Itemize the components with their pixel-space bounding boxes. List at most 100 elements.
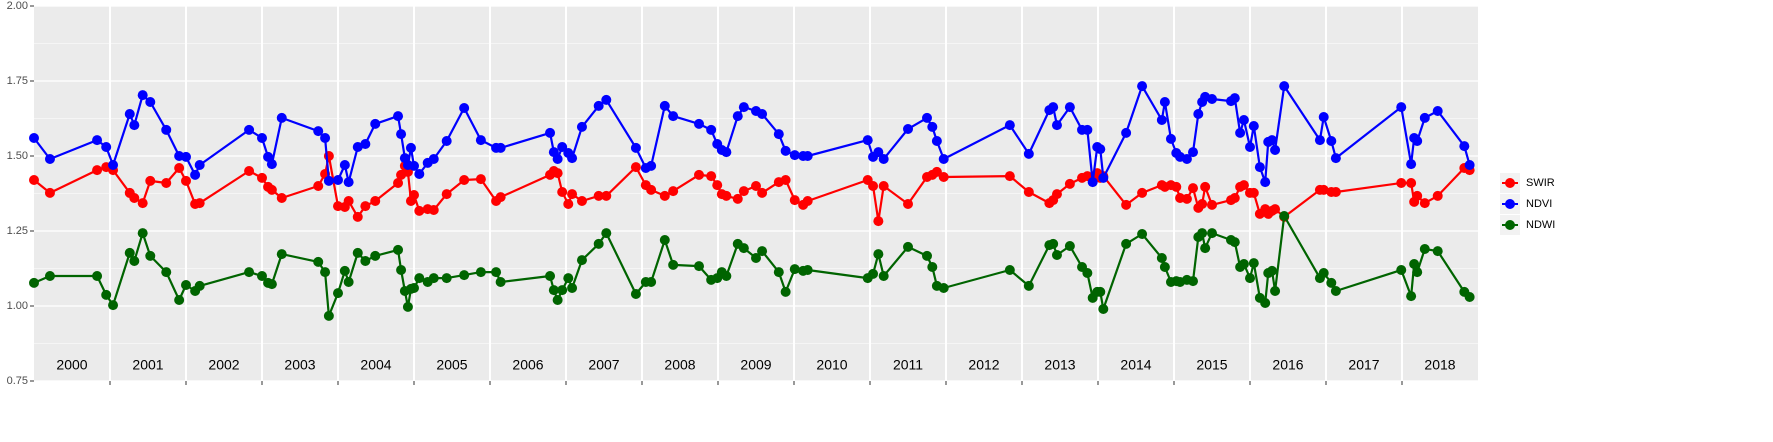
data-point	[1051, 189, 1062, 200]
data-point	[1432, 190, 1443, 201]
data-point	[409, 283, 419, 293]
data-point	[593, 238, 604, 249]
data-point	[428, 205, 439, 215]
data-point	[1188, 147, 1198, 158]
data-point	[1051, 120, 1062, 131]
data-point	[1207, 228, 1217, 239]
data-point	[393, 178, 404, 188]
data-point	[927, 121, 938, 132]
legend-key-point	[1505, 178, 1515, 188]
data-point	[903, 199, 913, 209]
data-point	[108, 300, 119, 311]
data-point	[868, 268, 879, 279]
data-point	[352, 211, 363, 222]
data-point	[545, 127, 556, 138]
data-point	[92, 165, 103, 176]
data-point	[1267, 135, 1278, 146]
data-point	[495, 277, 506, 287]
data-point	[694, 169, 704, 180]
data-point	[1270, 204, 1281, 215]
data-point	[276, 112, 287, 123]
data-point	[732, 111, 743, 122]
data-point	[1260, 177, 1271, 188]
data-point	[409, 190, 419, 200]
data-point	[802, 196, 813, 206]
x-tick-label: 2005	[436, 357, 467, 373]
data-point	[1121, 199, 1132, 210]
data-point	[276, 249, 287, 260]
data-point	[931, 136, 942, 146]
legend-label: NDWI	[1526, 219, 1555, 231]
data-point	[1171, 181, 1182, 192]
data-point	[339, 265, 350, 276]
data-point	[414, 205, 425, 216]
data-point	[757, 187, 768, 198]
data-point	[29, 133, 39, 143]
x-tick-label: 2003	[284, 357, 315, 373]
data-point	[802, 265, 813, 275]
data-point	[552, 168, 563, 179]
legend-key-point	[1505, 220, 1515, 230]
data-point	[343, 177, 354, 188]
data-point	[567, 189, 578, 200]
data-point	[1248, 121, 1259, 131]
x-tick-label: 2011	[893, 357, 923, 373]
data-point	[1248, 187, 1259, 198]
data-point	[545, 271, 556, 281]
data-point	[659, 100, 670, 111]
data-point	[1121, 238, 1132, 249]
data-point	[789, 195, 800, 206]
y-tick-label: 0.75	[7, 375, 28, 387]
data-point	[1064, 241, 1075, 251]
data-point	[1270, 145, 1281, 155]
data-point	[738, 102, 749, 113]
data-point	[1396, 265, 1407, 275]
data-point	[352, 142, 363, 152]
y-tick-label: 1.00	[7, 300, 28, 312]
data-point	[668, 111, 679, 122]
data-point	[101, 142, 112, 152]
data-point	[320, 133, 331, 143]
data-point	[630, 142, 641, 153]
data-point	[563, 199, 574, 209]
data-point	[1330, 286, 1341, 296]
x-tick-label: 2001	[132, 357, 163, 373]
data-point	[1156, 253, 1167, 263]
data-point	[751, 253, 761, 263]
data-point	[938, 172, 949, 182]
data-point	[903, 124, 913, 134]
data-point	[1159, 97, 1170, 107]
data-point	[428, 273, 439, 284]
data-point	[630, 289, 641, 299]
data-point	[266, 279, 277, 290]
data-point	[396, 265, 407, 275]
x-tick-label: 2006	[512, 357, 543, 373]
data-point	[441, 273, 452, 284]
data-point	[1270, 286, 1281, 296]
data-point	[370, 196, 381, 206]
data-point	[414, 273, 425, 284]
data-point	[1064, 102, 1075, 113]
data-point	[360, 201, 371, 212]
data-point	[1330, 153, 1341, 164]
legend-key-point	[1505, 199, 1515, 209]
data-point	[1137, 187, 1148, 198]
data-point	[878, 181, 889, 191]
data-point	[659, 190, 670, 201]
data-point	[1314, 135, 1325, 146]
data-point	[393, 244, 404, 255]
data-point	[44, 271, 55, 281]
data-point	[108, 160, 119, 170]
x-tick-label: 2016	[1272, 357, 1303, 373]
data-point	[1004, 265, 1015, 275]
data-point	[1432, 106, 1443, 116]
data-point	[789, 264, 800, 275]
data-point	[137, 90, 148, 101]
data-point	[409, 160, 419, 171]
data-point	[428, 154, 439, 164]
data-point	[101, 289, 112, 300]
data-point	[1254, 162, 1265, 173]
data-point	[789, 150, 800, 161]
data-point	[1004, 120, 1015, 131]
